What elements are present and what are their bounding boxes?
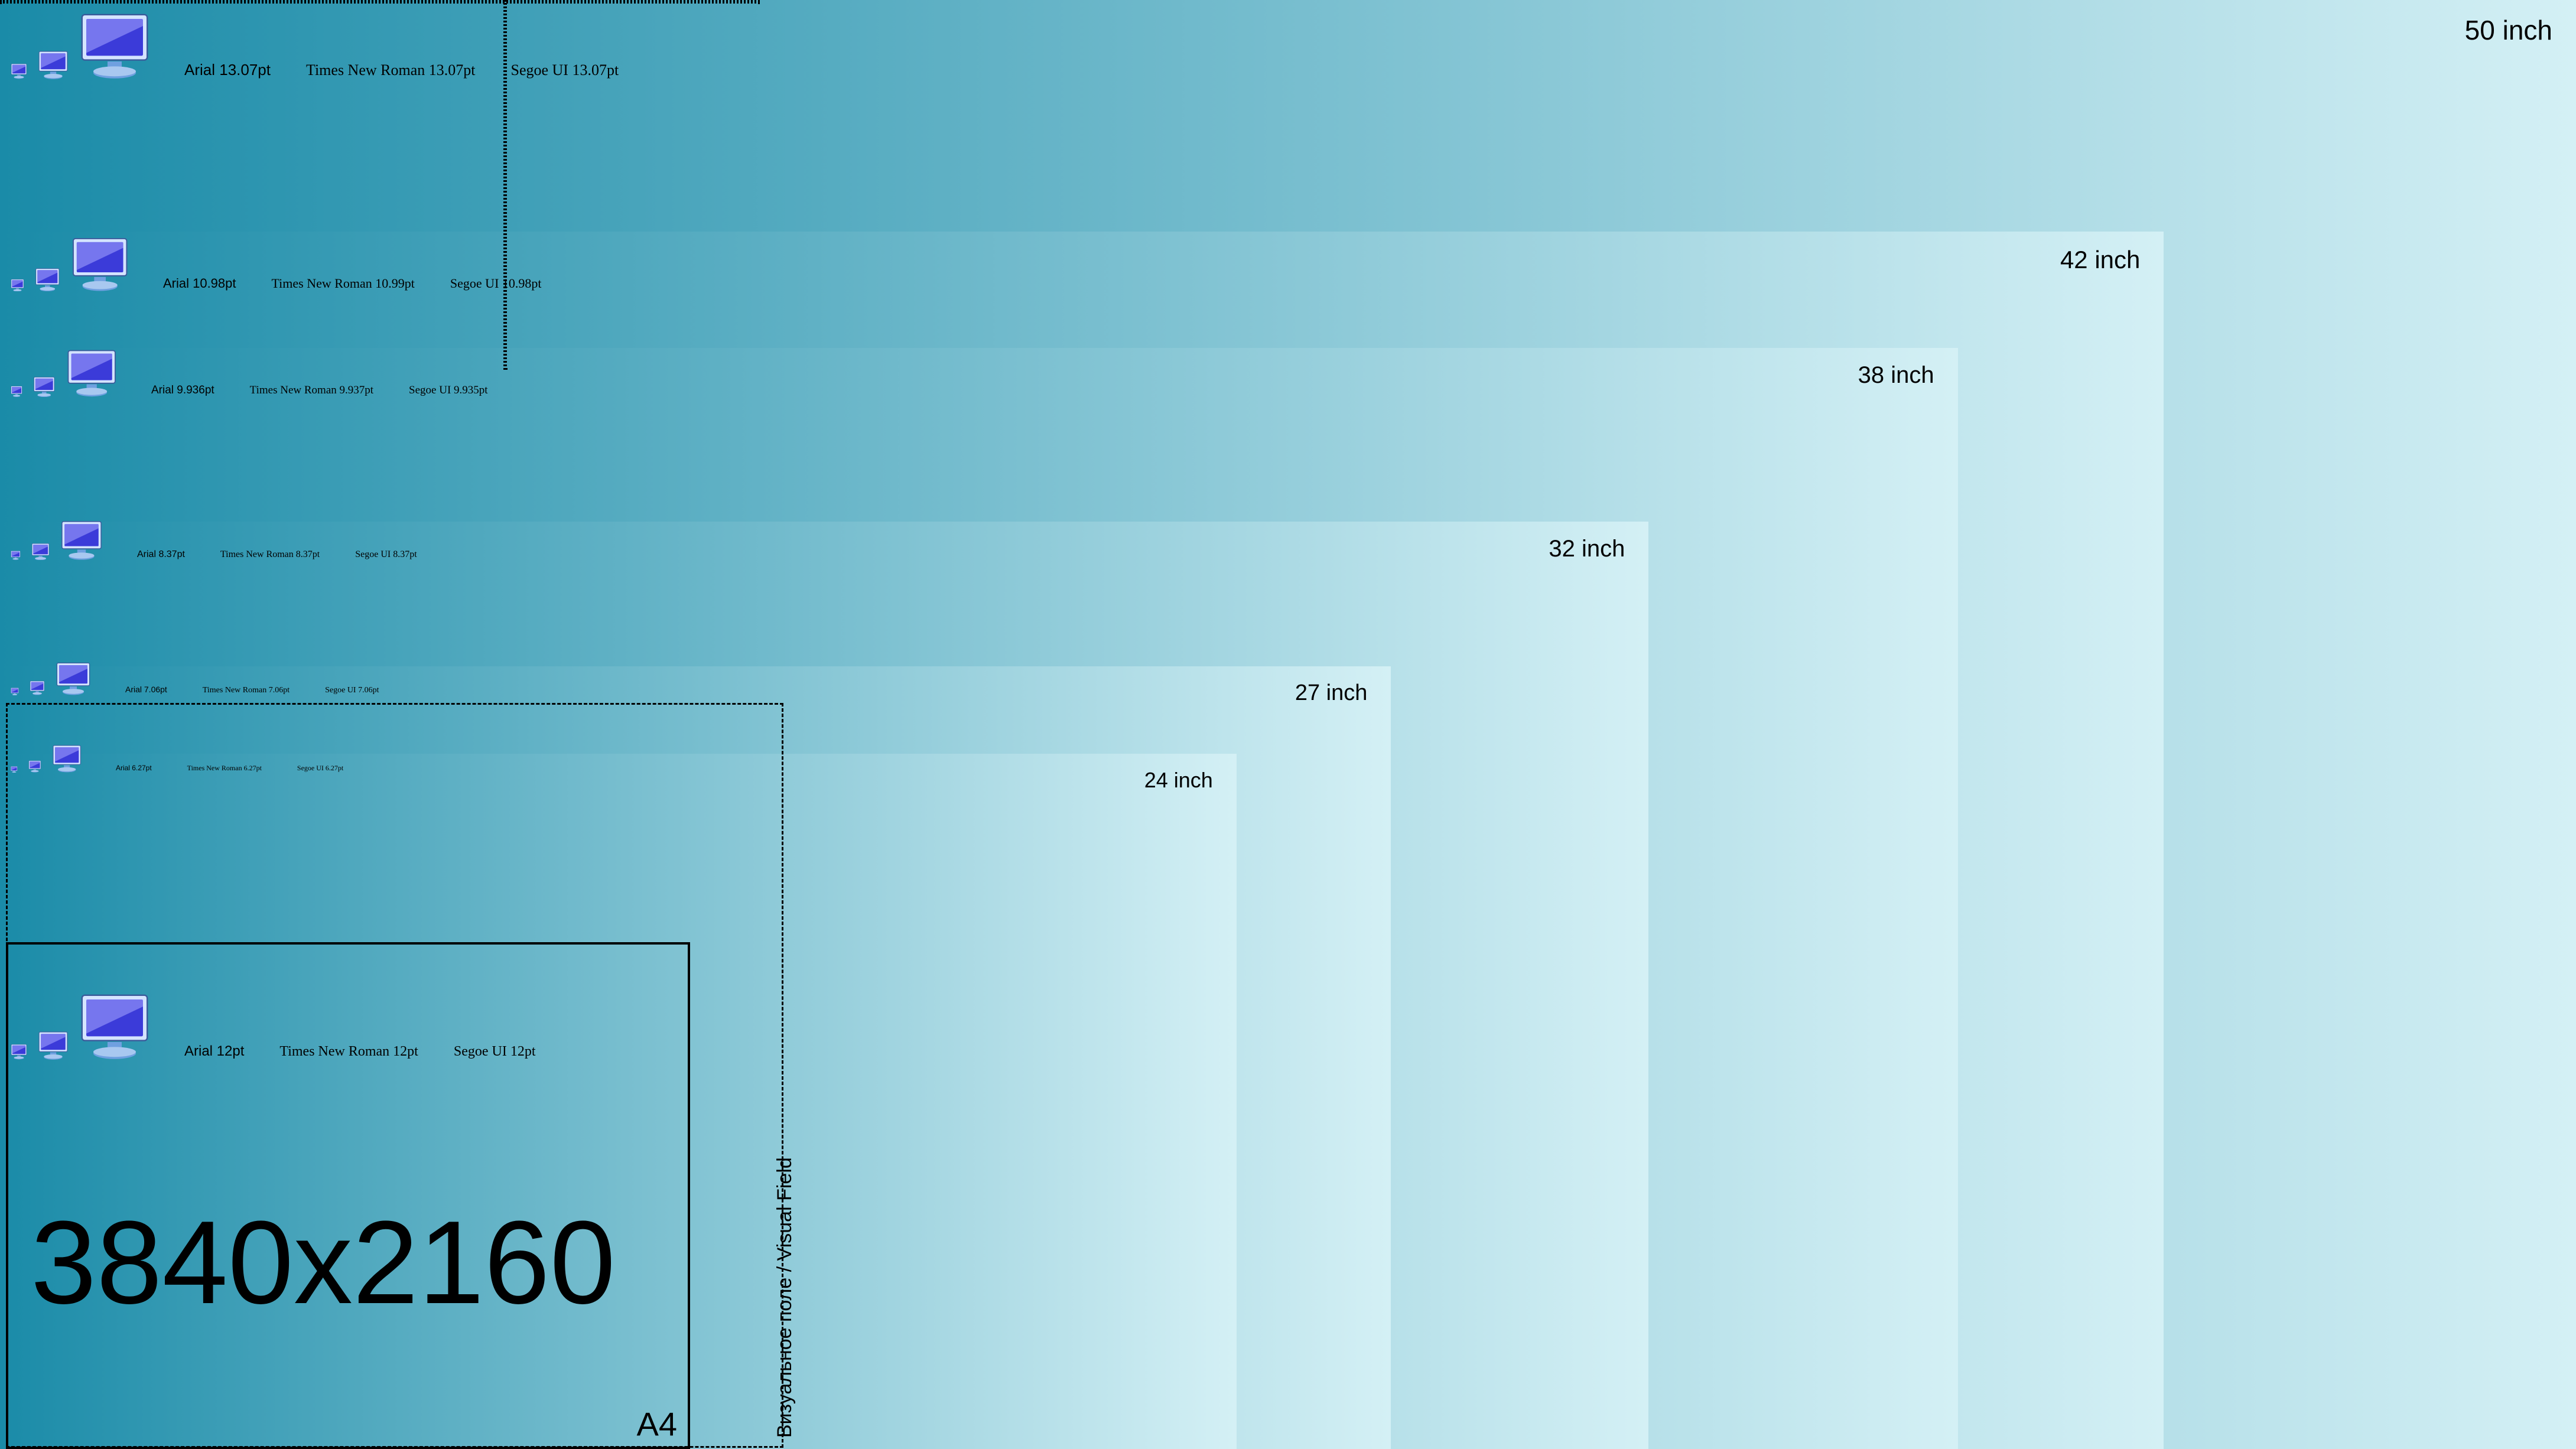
- monitor-icon: [11, 766, 18, 773]
- font-sample: Arial 7.06pt: [125, 685, 167, 694]
- resolution-text: 3840x2160: [31, 1195, 616, 1331]
- monitor-icon: [38, 1031, 69, 1060]
- font-sample: Arial 12pt: [184, 1043, 244, 1060]
- monitor-icon: [79, 992, 150, 1060]
- font-sample: Segoe UI 8.37pt: [355, 549, 417, 560]
- monitor-icon: [52, 744, 82, 773]
- font-sample-group: Arial 9.936pt Times New Roman 9.937pt Sego…: [151, 384, 488, 397]
- monitor-icon: [38, 50, 69, 79]
- font-sample-group: Arial 7.06pt Times New Roman 7.06pt Segoe …: [125, 685, 379, 695]
- resolution-sample-row: Arial 7.06pt Times New Roman 7.06pt Segoe …: [11, 662, 379, 695]
- monitor-icon: [71, 236, 129, 291]
- size-panel-label: 42 inch: [2060, 246, 2140, 274]
- font-sample: Times New Roman 8.37pt: [220, 549, 320, 560]
- monitor-icon: [11, 63, 27, 79]
- font-sample: Times New Roman 9.937pt: [250, 384, 373, 397]
- diagram-stage: 50 inch 42 inch 38 inch 32 inch 27 inch 24 in…: [0, 0, 2576, 1449]
- dotted-guide-horizontal: [0, 0, 760, 4]
- resolution-sample-row: Arial 6.27pt Times New Roman 6.27pt Segoe …: [11, 744, 343, 773]
- font-sample: Segoe UI 10.98pt: [450, 276, 542, 291]
- monitor-icon: [11, 688, 19, 695]
- size-panel-label: 38 inch: [1858, 362, 1934, 389]
- font-sample: Segoe UI 13.07pt: [510, 61, 619, 79]
- font-sample: Segoe UI 12pt: [454, 1044, 536, 1060]
- resolution-sample-row: Arial 13.07pt Times New Roman 13.07pt Sego…: [11, 12, 619, 79]
- a4-label: A4: [637, 1405, 678, 1443]
- font-sample: Times New Roman 13.07pt: [306, 61, 476, 79]
- font-sample: Arial 8.37pt: [137, 549, 185, 560]
- monitor-icon: [30, 680, 45, 695]
- font-sample-group: Arial 12pt Times New Roman 12pt Segoe UI 1…: [184, 1043, 536, 1060]
- font-sample-group: Arial 10.98pt Times New Roman 10.99pt Sego…: [163, 276, 542, 291]
- font-sample-group: Arial 6.27pt Times New Roman 6.27pt Segoe …: [116, 764, 343, 773]
- size-panel-label: 27 inch: [1295, 680, 1368, 706]
- font-sample-group: Arial 13.07pt Times New Roman 13.07pt Sego…: [184, 61, 619, 79]
- monitor-icon: [66, 349, 117, 397]
- size-panel-label: 24 inch: [1144, 768, 1213, 793]
- monitor-icon: [33, 376, 55, 398]
- font-sample: Times New Roman 12pt: [279, 1044, 418, 1060]
- resolution-sample-row: Arial 10.98pt Times New Roman 10.99pt Sego…: [11, 236, 542, 291]
- font-sample: Segoe UI 7.06pt: [325, 686, 379, 695]
- monitor-icon: [28, 760, 41, 773]
- font-sample: Arial 6.27pt: [116, 764, 152, 772]
- size-panel-label: 50 inch: [2465, 14, 2552, 46]
- font-sample: Times New Roman 6.27pt: [187, 764, 262, 773]
- resolution-sample-row: Arial 8.37pt Times New Roman 8.37pt Segoe …: [11, 520, 417, 560]
- monitor-icon: [31, 543, 50, 561]
- font-sample: Segoe UI 9.935pt: [409, 384, 488, 397]
- size-panel-label: 32 inch: [1549, 536, 1625, 562]
- font-sample: Times New Roman 10.99pt: [272, 276, 415, 291]
- monitor-icon: [11, 1044, 27, 1060]
- monitor-icon: [11, 551, 21, 560]
- font-sample: Arial 10.98pt: [163, 276, 236, 291]
- monitor-icon: [35, 268, 60, 292]
- font-sample: Segoe UI 6.27pt: [297, 764, 343, 773]
- visual-field-label: Визуальное поле / Visual Field: [773, 1157, 796, 1438]
- font-sample: Arial 9.936pt: [151, 384, 214, 397]
- monitor-icon: [11, 279, 24, 292]
- font-sample-group: Arial 8.37pt Times New Roman 8.37pt Segoe …: [137, 549, 417, 560]
- font-sample: Times New Roman 7.06pt: [203, 686, 290, 695]
- resolution-sample-row: Arial 9.936pt Times New Roman 9.937pt Sego…: [11, 349, 488, 397]
- monitor-icon: [56, 662, 91, 695]
- font-sample: Arial 13.07pt: [184, 61, 271, 79]
- monitor-icon: [60, 520, 103, 560]
- resolution-sample-row: Arial 12pt Times New Roman 12pt Segoe UI 1…: [11, 992, 536, 1060]
- monitor-icon: [11, 386, 22, 397]
- monitor-icon: [79, 12, 150, 79]
